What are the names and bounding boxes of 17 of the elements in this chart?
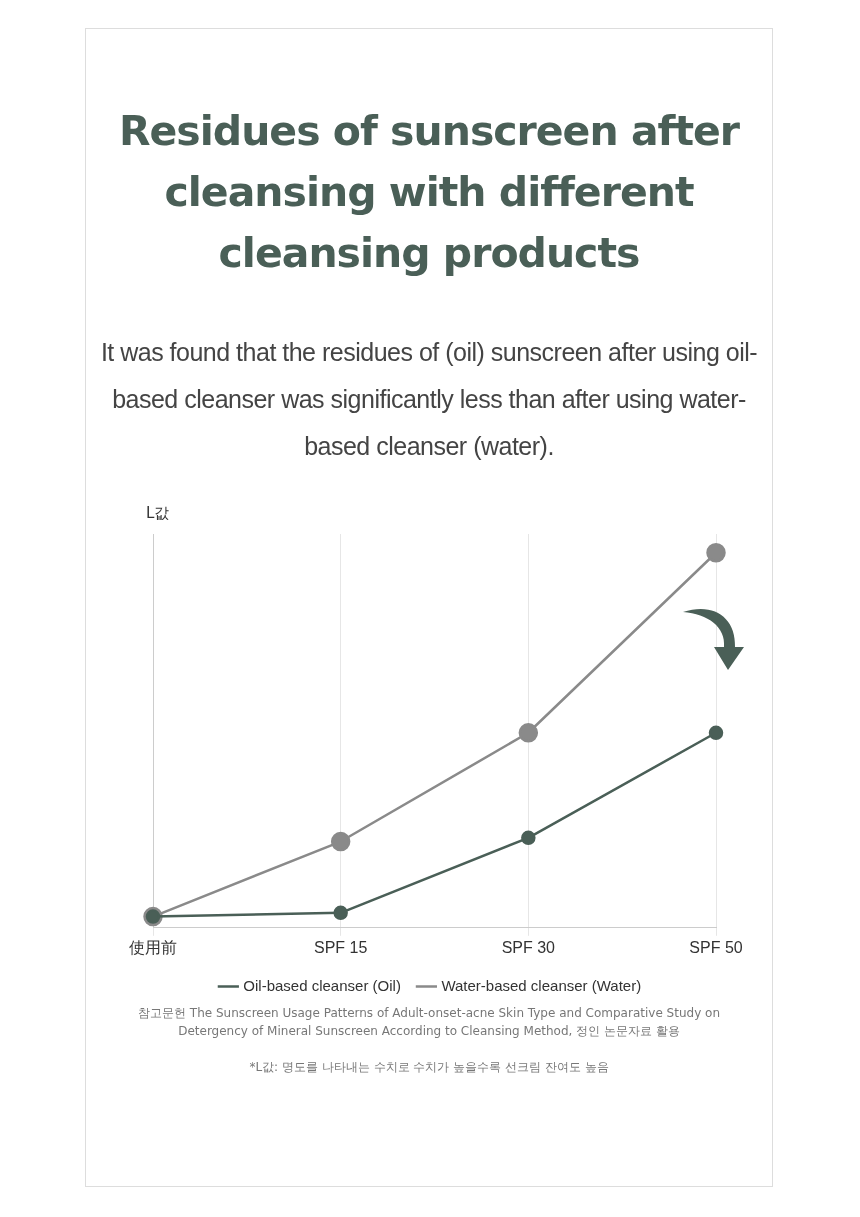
text: 참고문헌 The Sunscreen Usage Patterns of Adult-onset-acne Skin Type and Comparative Study on Detergency of Mineral Sunscreen According to Cleansing Method, 정인 논문자료 활용	[137, 1005, 721, 1040]
point	[708, 725, 724, 741]
y-axis-title: L값	[146, 504, 170, 523]
point	[706, 543, 726, 563]
x-tick-label: SPF 50	[689, 938, 743, 956]
x-tick-label: 使用前	[129, 938, 177, 956]
point	[518, 723, 539, 743]
chart-title: Residues of sunscreen after cleansing with different cleansing products	[117, 106, 741, 279]
point	[521, 830, 536, 846]
chart-subtitle: It was found that the residues of (oil) sunscreen after using oil-based cleanser was significantly less than after using water-based cleanser (water).	[99, 337, 759, 462]
x-tick-label: SPF 15	[313, 938, 368, 956]
point	[333, 905, 348, 921]
text: *L값: 명도를 나타내는 수치로 수치가 높을수록 선크림 잔여도 높음	[248, 1059, 610, 1076]
legend-label: Oil-based cleanser (Oil)	[243, 976, 401, 994]
legend-label: Water-based cleanser (Water)	[441, 976, 642, 994]
point	[330, 831, 351, 852]
x-tick-label: SPF 30	[501, 938, 556, 956]
